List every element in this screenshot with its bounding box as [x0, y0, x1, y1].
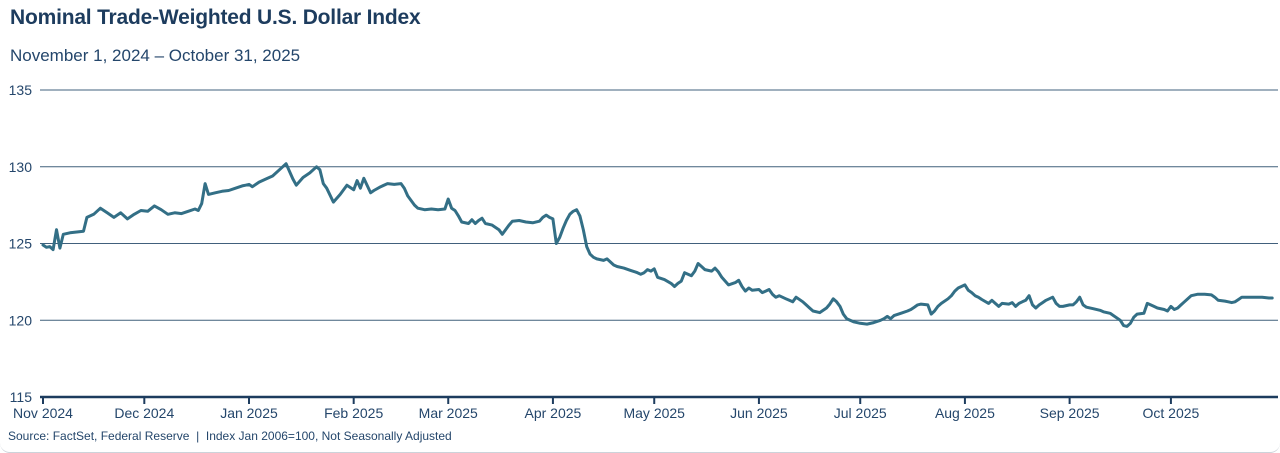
chart-subtitle: November 1, 2024 – October 31, 2025 [10, 46, 301, 65]
y-tick-label: 130 [9, 159, 33, 175]
y-tick-label: 115 [10, 389, 33, 405]
x-tick-label: Dec 2024 [114, 405, 174, 421]
y-tick-label: 125 [9, 236, 33, 252]
x-tick-label: Jan 2025 [220, 405, 278, 421]
x-tick-label: Sep 2025 [1040, 405, 1100, 421]
x-tick-label: Mar 2025 [419, 405, 478, 421]
x-tick-label: Nov 2024 [13, 405, 73, 421]
series-line [41, 162, 1274, 328]
x-tick-label: May 2025 [623, 405, 685, 421]
source-note: Source: FactSet, Federal Reserve | Index… [8, 429, 452, 443]
x-tick-label: Aug 2025 [935, 405, 995, 421]
x-tick-label: Feb 2025 [324, 405, 383, 421]
y-tick-label: 135 [9, 82, 33, 98]
x-tick-label: Jul 2025 [834, 405, 887, 421]
x-tick-label: Apr 2025 [525, 405, 582, 421]
chart-title: Nominal Trade-Weighted U.S. Dollar Index [10, 6, 421, 29]
x-tick-label: Oct 2025 [1143, 405, 1200, 421]
y-tick-label: 120 [9, 312, 33, 328]
x-tick-label: Jun 2025 [730, 405, 788, 421]
